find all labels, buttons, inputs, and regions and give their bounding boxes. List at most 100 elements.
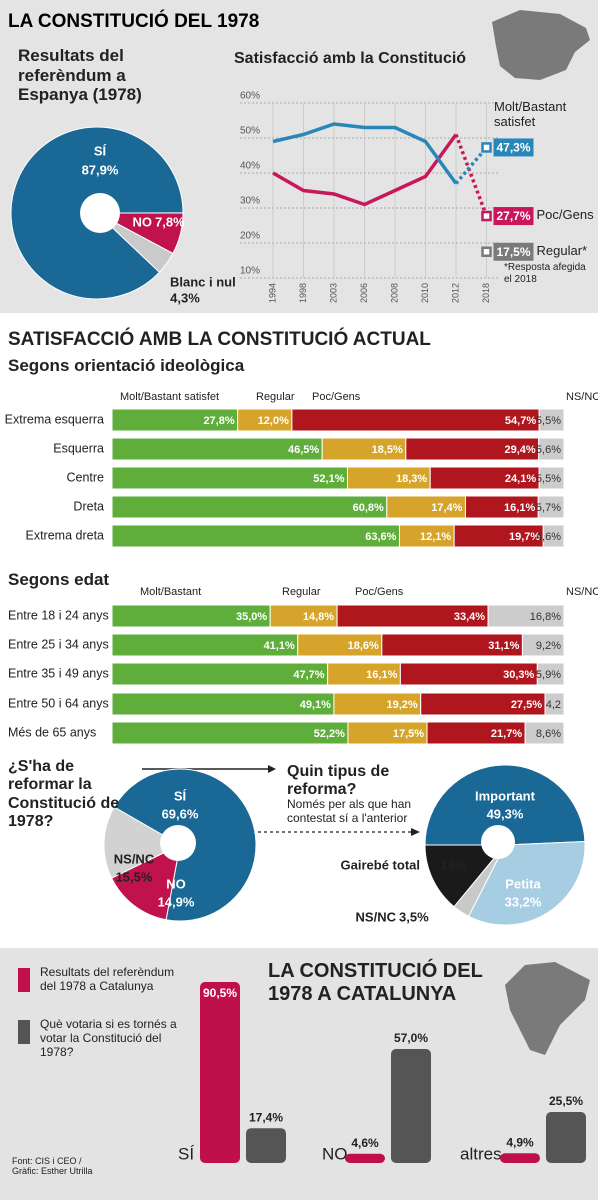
bar-segment <box>521 633 565 657</box>
section-title: SATISFACCIÓ AMB LA CONSTITUCIÓ ACTUAL <box>8 329 431 350</box>
x-tick-label: 1998 <box>298 283 308 303</box>
x-tick-label: 2008 <box>389 283 399 303</box>
bar <box>200 982 240 1163</box>
slice-label: Petita <box>505 876 541 891</box>
legend-label: Què votaria si es tornés a votar la Cons… <box>40 1017 177 1059</box>
value-label: 57,0% <box>394 1031 428 1045</box>
page-title: LA CONSTITUCIÓ DEL 1978 <box>8 10 259 32</box>
legend-label: NS/NC <box>566 391 598 403</box>
value-label: 54,7% <box>505 415 536 427</box>
value-label: 52,1% <box>313 473 344 485</box>
point-marker <box>481 142 492 153</box>
source: Font: CIS i CEO / Gràfic: Esther Utrilla <box>12 1156 93 1177</box>
chart-title: Resultats del referèndum a Espanya (1978… <box>18 46 142 105</box>
slice-label: NO <box>133 214 153 229</box>
x-tick-label: 2006 <box>359 283 369 303</box>
legend-swatch <box>18 968 30 992</box>
value-label: 16,1% <box>504 502 535 514</box>
pie-hole <box>160 825 196 861</box>
category-label: Extrema esquerra <box>5 412 104 426</box>
legend-label: Regular <box>256 391 295 403</box>
value-label: 14% <box>440 857 466 872</box>
value-label: 4,6% <box>351 1136 379 1150</box>
value-label: 14,9% <box>158 894 195 909</box>
spain-map <box>492 10 590 80</box>
pie-slice <box>424 764 586 846</box>
pie-slice <box>110 844 181 921</box>
bar <box>246 1128 286 1163</box>
x-tick-label: 2010 <box>420 283 430 303</box>
line <box>272 122 458 185</box>
y-tick-label: 40% <box>240 161 260 172</box>
pie-slice <box>103 806 182 879</box>
chart-title: LA CONSTITUCIÓ DEL 1978 A CATALUNYA <box>268 960 483 1005</box>
legend-label: Poc/Gens <box>355 586 404 598</box>
line <box>272 133 458 207</box>
arrow-head <box>268 765 276 773</box>
bar-segment <box>524 721 565 745</box>
y-tick-label: 50% <box>240 126 260 137</box>
bar-segment <box>538 437 565 461</box>
chart-title: ¿S'ha de reformar la Constitució de 1978… <box>8 758 120 831</box>
section-subtitle: Segons edat <box>8 570 110 589</box>
bar-segment <box>538 466 565 490</box>
y-tick-label: 10% <box>240 266 260 277</box>
value-label-box <box>493 138 534 157</box>
value-label: 7,8% <box>155 214 185 229</box>
value-label: 33,4% <box>454 611 485 623</box>
value-label: 21,7% <box>491 728 522 740</box>
value-label: 27,8% <box>203 415 234 427</box>
value-label: 3,5% <box>399 909 429 924</box>
y-tick-label: 60% <box>240 91 260 102</box>
category-label: NO <box>322 1144 348 1163</box>
series-label: Regular* <box>536 242 588 258</box>
pie-slice <box>424 844 507 908</box>
slice-label: NS/NC <box>356 909 397 924</box>
note: *Resposta afegida el 2018 <box>504 262 586 285</box>
value-label: 69,6% <box>162 806 199 821</box>
slice-label: SÍ <box>174 788 187 803</box>
value-label: 29,4% <box>504 444 535 456</box>
value-label: 8,6% <box>536 728 561 740</box>
line-dotted <box>454 146 488 185</box>
value-label-box <box>493 242 534 261</box>
bar-segment <box>538 408 565 432</box>
category-label: Centre <box>66 470 104 484</box>
bar-segment <box>537 495 565 519</box>
value-label: 18,6% <box>348 640 379 652</box>
value-label: 17,5% <box>496 245 530 259</box>
y-tick-label: 30% <box>240 196 260 207</box>
bar-segment <box>544 692 565 716</box>
category-label: altres <box>460 1144 502 1163</box>
chart-subtitle: Només per als que han contestat sí a l'a… <box>287 797 412 825</box>
value-label: 87,9% <box>82 162 119 177</box>
x-tick-label: 1994 <box>267 283 277 303</box>
value-label: 18,5% <box>372 444 403 456</box>
slice-label: NS/NC <box>114 851 155 866</box>
value-label: 19,7% <box>509 531 540 543</box>
value-label: 12,1% <box>420 531 451 543</box>
value-label: 90,5% <box>203 986 237 1000</box>
value-label: 35,0% <box>236 611 267 623</box>
value-label: 27,7% <box>496 209 530 223</box>
arrow-head <box>411 828 420 836</box>
slice-label: Gairebé total <box>341 857 420 872</box>
slice-label: Blanc i nul <box>170 274 236 289</box>
category-label: Entre 18 i 24 anys <box>8 608 109 622</box>
legend-swatch <box>18 1020 30 1044</box>
bar-segment <box>111 466 348 490</box>
value-label: 25,5% <box>549 1094 583 1108</box>
value-label: 47,7% <box>293 669 324 681</box>
x-tick-label: 2003 <box>328 283 338 303</box>
bar <box>500 1153 540 1163</box>
section-subtitle: Segons orientació ideològica <box>8 356 245 375</box>
category-label: SÍ <box>178 1144 194 1163</box>
category-label: Entre 35 i 49 anys <box>8 666 109 680</box>
legend-label: NS/NC <box>566 586 598 598</box>
value-label: 49,1% <box>300 699 331 711</box>
value-label: 49,3% <box>487 806 524 821</box>
category-label: Entre 25 i 34 anys <box>8 637 109 651</box>
slice-label: Important <box>475 788 536 803</box>
category-label: Extrema dreta <box>25 528 104 542</box>
